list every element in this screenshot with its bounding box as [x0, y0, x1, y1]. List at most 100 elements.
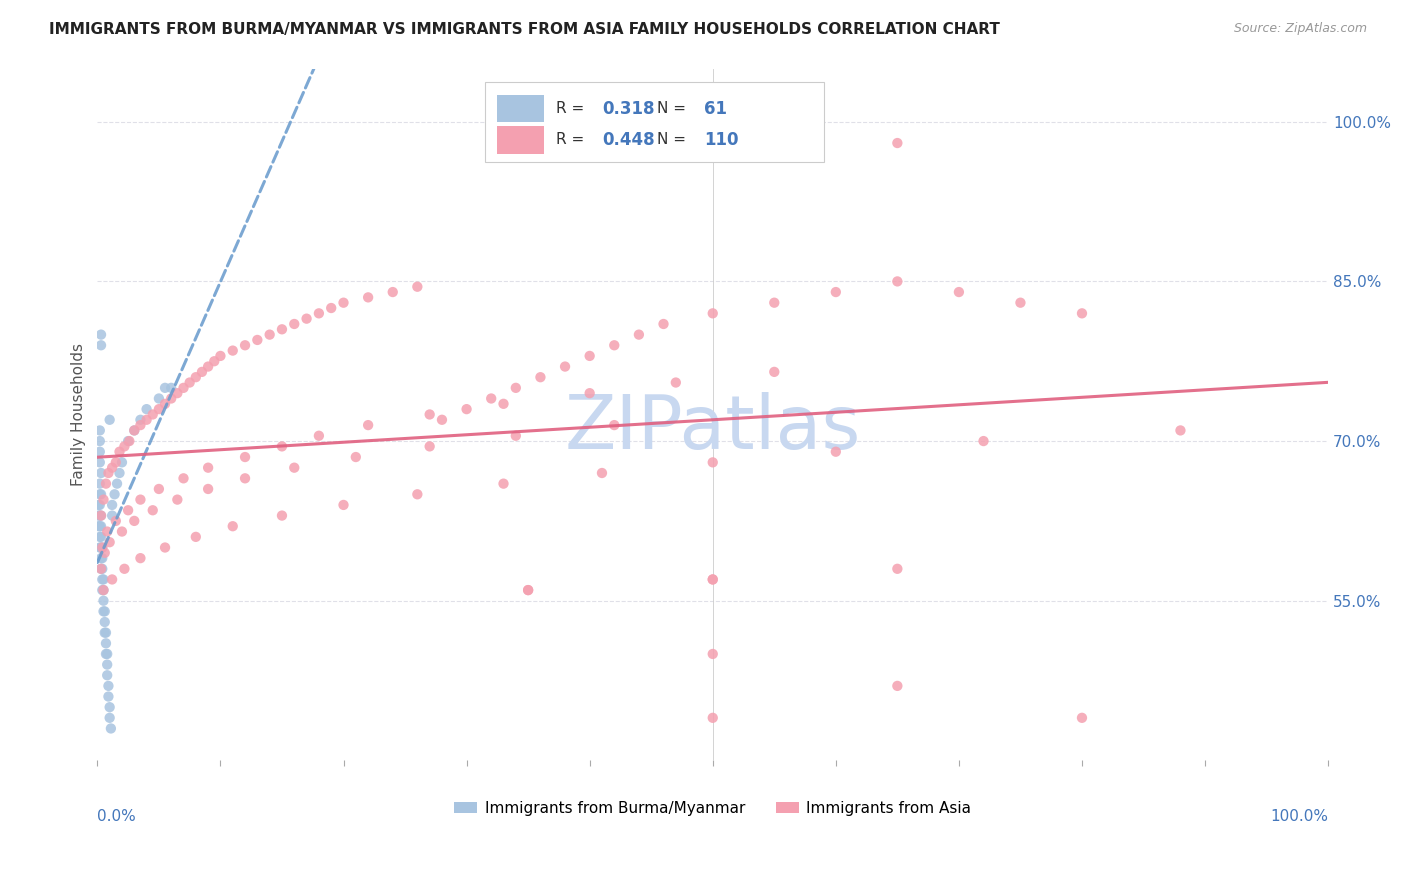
- Point: [129, 418, 152, 433]
- Point: [554, 359, 576, 374]
- Point: [91, 573, 114, 587]
- Point: [824, 285, 846, 299]
- Text: R =: R =: [557, 101, 589, 116]
- Point: [91, 583, 114, 598]
- Point: [91, 541, 114, 555]
- Point: [886, 679, 908, 693]
- Point: [90, 327, 112, 342]
- Text: 0.448: 0.448: [602, 131, 655, 149]
- Point: [96, 647, 118, 661]
- Point: [111, 524, 134, 539]
- Point: [948, 285, 970, 299]
- Point: [100, 722, 122, 736]
- Point: [308, 306, 330, 320]
- Point: [89, 487, 111, 501]
- Point: [603, 338, 626, 352]
- Point: [233, 471, 256, 485]
- Point: [259, 327, 281, 342]
- Point: [197, 460, 219, 475]
- Point: [117, 503, 139, 517]
- Point: [222, 343, 245, 358]
- Point: [148, 482, 170, 496]
- Text: N =: N =: [658, 101, 692, 116]
- Point: [93, 583, 115, 598]
- Point: [101, 508, 124, 523]
- Point: [184, 530, 207, 544]
- Point: [332, 295, 354, 310]
- Point: [97, 679, 120, 693]
- Point: [93, 625, 115, 640]
- Point: [94, 647, 117, 661]
- Point: [578, 386, 600, 401]
- Point: [87, 498, 110, 512]
- Point: [89, 498, 111, 512]
- Point: [702, 306, 724, 320]
- Point: [98, 413, 121, 427]
- Point: [124, 424, 146, 438]
- Point: [357, 418, 380, 433]
- Point: [222, 519, 245, 533]
- Point: [93, 583, 115, 598]
- Point: [1010, 295, 1032, 310]
- Point: [246, 333, 269, 347]
- Point: [209, 349, 232, 363]
- Point: [94, 625, 117, 640]
- Point: [271, 439, 294, 453]
- Point: [90, 541, 112, 555]
- Point: [118, 434, 141, 448]
- Point: [153, 397, 176, 411]
- Point: [87, 508, 110, 523]
- Text: Source: ZipAtlas.com: Source: ZipAtlas.com: [1233, 22, 1367, 36]
- Point: [87, 519, 110, 533]
- Point: [344, 450, 367, 464]
- Text: IMMIGRANTS FROM BURMA/MYANMAR VS IMMIGRANTS FROM ASIA FAMILY HOUSEHOLDS CORRELAT: IMMIGRANTS FROM BURMA/MYANMAR VS IMMIGRA…: [49, 22, 1000, 37]
- Point: [93, 615, 115, 629]
- Point: [197, 482, 219, 496]
- Text: N =: N =: [658, 132, 692, 147]
- Point: [166, 492, 188, 507]
- Point: [112, 562, 135, 576]
- Point: [702, 573, 724, 587]
- Point: [517, 583, 540, 598]
- Point: [479, 392, 502, 406]
- Point: [90, 551, 112, 566]
- Point: [153, 381, 176, 395]
- Point: [89, 530, 111, 544]
- Point: [91, 551, 114, 566]
- Point: [173, 381, 195, 395]
- Point: [233, 338, 256, 352]
- Point: [90, 508, 112, 523]
- FancyBboxPatch shape: [485, 82, 824, 162]
- Text: ZIPatlas: ZIPatlas: [565, 392, 860, 465]
- Text: 100.0%: 100.0%: [1270, 809, 1329, 824]
- Point: [321, 301, 343, 315]
- Point: [104, 455, 127, 469]
- Point: [90, 338, 112, 352]
- Point: [603, 418, 626, 433]
- Point: [308, 429, 330, 443]
- Point: [271, 508, 294, 523]
- Point: [90, 466, 112, 480]
- Point: [505, 429, 527, 443]
- Point: [142, 408, 165, 422]
- Point: [93, 604, 115, 618]
- Point: [1071, 711, 1094, 725]
- Point: [93, 604, 115, 618]
- Point: [89, 455, 111, 469]
- Point: [101, 498, 124, 512]
- Point: [96, 668, 118, 682]
- Point: [973, 434, 995, 448]
- Point: [98, 535, 121, 549]
- Y-axis label: Family Households: Family Households: [72, 343, 86, 486]
- Point: [89, 508, 111, 523]
- Point: [702, 455, 724, 469]
- Point: [90, 487, 112, 501]
- Point: [104, 514, 127, 528]
- Point: [283, 317, 305, 331]
- FancyBboxPatch shape: [498, 95, 544, 122]
- Point: [124, 424, 146, 438]
- Point: [90, 562, 112, 576]
- Point: [89, 434, 111, 448]
- Point: [652, 317, 675, 331]
- Point: [233, 450, 256, 464]
